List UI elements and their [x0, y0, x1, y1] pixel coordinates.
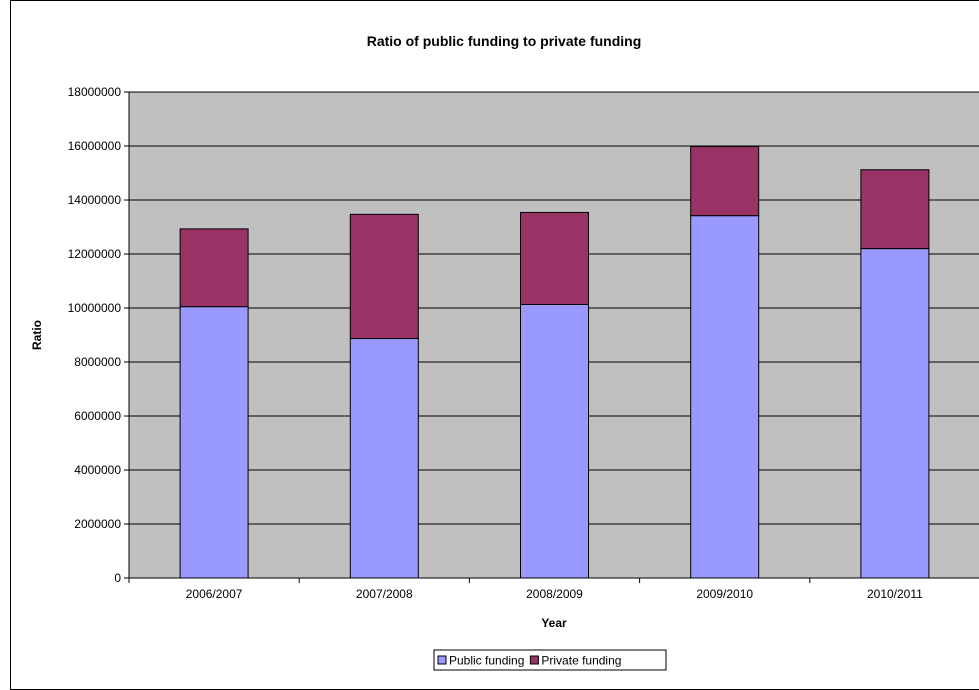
y-tick-label: 12000000 [68, 247, 122, 261]
chart-title: Ratio of public funding to private fundi… [367, 33, 642, 49]
x-axis-title: Year [541, 616, 567, 630]
bar-segment-public [520, 303, 589, 579]
legend-swatch [529, 655, 539, 665]
y-tick-label: 2000000 [74, 517, 121, 531]
y-tick-label: 10000000 [68, 301, 122, 315]
x-tick-label: 2006/2007 [186, 587, 243, 601]
x-tick-label: 2008/2009 [526, 587, 583, 601]
bars [179, 146, 930, 579]
y-tick-label: 14000000 [68, 193, 122, 207]
bar-segment-private [349, 213, 419, 340]
x-tick-label: 2009/2010 [696, 587, 753, 601]
bar-segment-public [349, 338, 419, 579]
y-tick-label: 16000000 [68, 139, 122, 153]
legend-swatch [437, 655, 447, 665]
x-tick-label: 2007/2008 [356, 587, 413, 601]
bar-segment-public [690, 215, 760, 579]
bar-segment-private [860, 169, 930, 250]
y-tick-label: 0 [114, 571, 121, 585]
y-tick-label: 18000000 [68, 85, 122, 99]
legend-label: Private funding [541, 654, 621, 668]
y-axis-title: Ratio [30, 320, 44, 350]
bar-segment-private [520, 211, 589, 305]
bar-segment-private [690, 146, 760, 217]
legend: Public funding Private funding [433, 649, 667, 671]
x-tick-label: 2010/2011 [867, 587, 923, 601]
x-ticks: 2006/2007 2007/2008 2008/2009 2009/2010 2010… [128, 578, 923, 601]
y-tick-label: 8000000 [74, 355, 121, 369]
y-tick-label: 6000000 [74, 409, 121, 423]
bar-segment-public [860, 248, 930, 579]
y-ticks: 0 2000000 4000000 6000000 8000000 10000000 120… [68, 85, 129, 585]
bar-segment-public [179, 306, 249, 579]
bar-segment-private [179, 228, 249, 308]
legend-label: Public funding [449, 654, 524, 668]
legend-box [433, 649, 667, 671]
y-tick-label: 4000000 [74, 463, 121, 477]
